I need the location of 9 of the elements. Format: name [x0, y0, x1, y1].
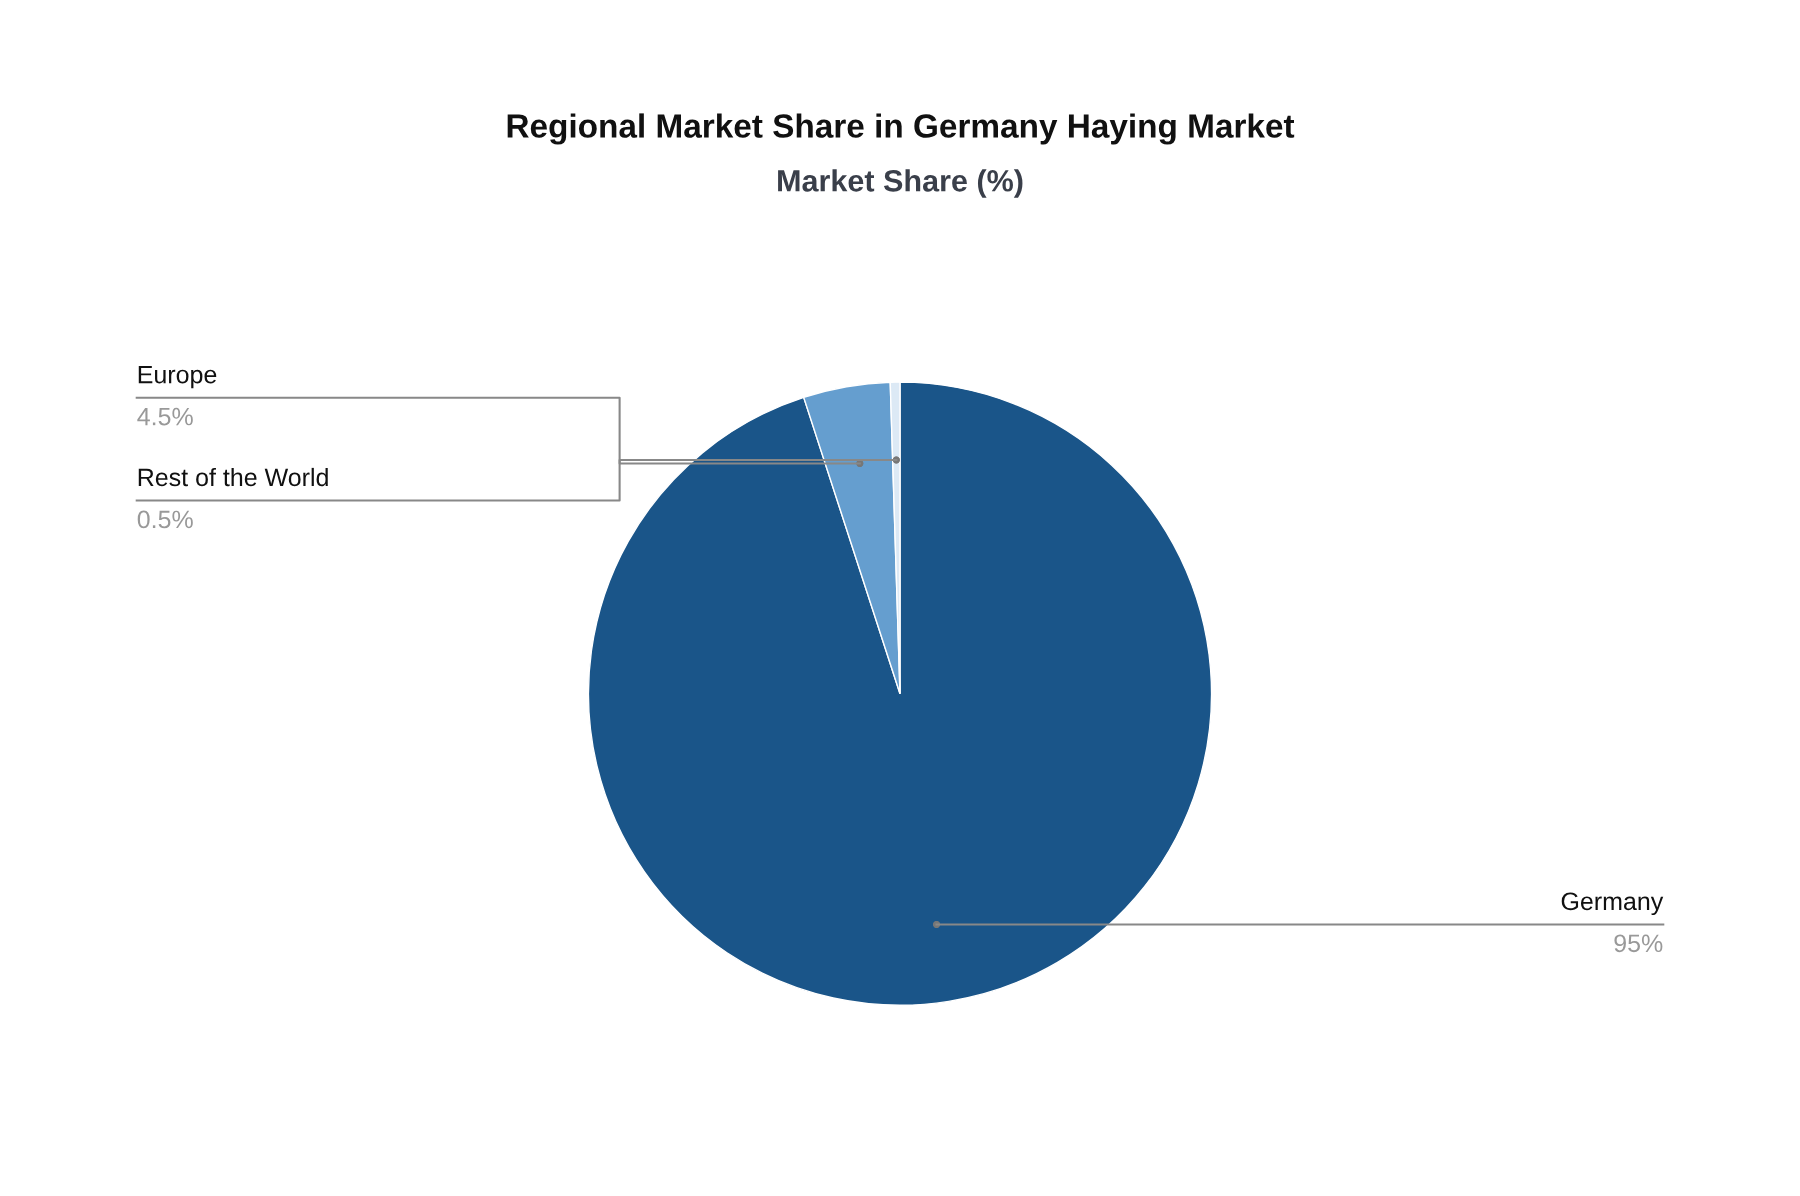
chart-subtitle: Market Share (%): [778, 169, 1023, 198]
pie-slice: [587, 381, 1213, 1006]
data-label: 95%: [1614, 934, 1663, 953]
slice-label: Germany: [1561, 892, 1664, 916]
data-label: 4.5%: [137, 407, 193, 426]
slice-label: Europe: [138, 365, 217, 389]
chart-title: Regional Market Share in Germany Haying Market: [507, 113, 1295, 145]
data-label: 0.5%: [137, 510, 193, 529]
slice-label: Rest of the World: [138, 467, 328, 487]
